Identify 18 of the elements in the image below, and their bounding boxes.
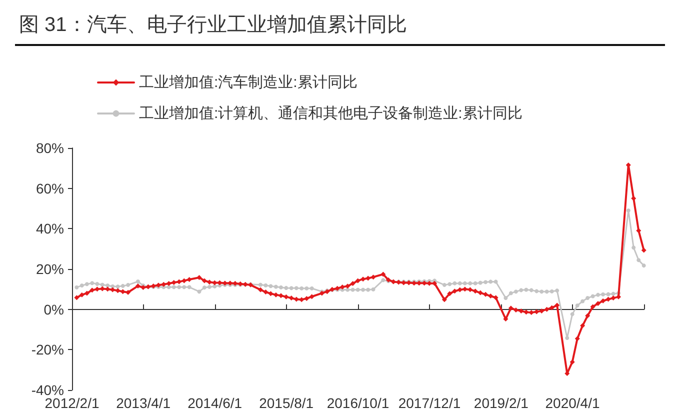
x-tick-label: 2015/8/1 (259, 395, 314, 410)
x-tick-label: 2017/12/1 (398, 395, 461, 410)
y-tick-label: 20% (36, 261, 64, 277)
chart-title: 图 31：汽车、电子行业工业增加值累计同比 (19, 14, 407, 36)
legend-label: 工业增加值:汽车制造业:累计同比 (139, 74, 358, 91)
x-tick-label: 2016/10/1 (326, 395, 390, 410)
x-tick-label: 2014/6/1 (188, 395, 242, 410)
y-tick-label: 40% (36, 220, 64, 237)
y-tick-label: -40% (31, 382, 64, 398)
y-tick-label: -20% (31, 342, 64, 358)
x-tick-label: 2019/2/1 (474, 395, 529, 410)
y-tick-label: 80% (36, 140, 64, 156)
legend-label: 工业增加值:计算机、通信和其他电子设备制造业:累计同比 (139, 105, 522, 122)
x-tick-label: 2012/2/1 (44, 395, 100, 410)
x-tick-label: 2013/4/1 (116, 395, 171, 410)
x-tick-label: 2020/4/1 (545, 395, 600, 410)
y-tick-label: 60% (36, 180, 64, 196)
y-tick-label: 0% (44, 301, 64, 318)
